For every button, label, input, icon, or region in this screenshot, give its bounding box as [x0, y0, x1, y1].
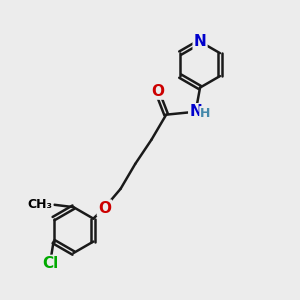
Text: H: H	[200, 107, 210, 120]
Text: CH₃: CH₃	[28, 198, 53, 211]
Text: Cl: Cl	[43, 256, 59, 271]
Text: N: N	[194, 34, 206, 49]
Text: O: O	[98, 200, 111, 215]
Text: O: O	[152, 84, 164, 99]
Text: N: N	[189, 104, 202, 119]
